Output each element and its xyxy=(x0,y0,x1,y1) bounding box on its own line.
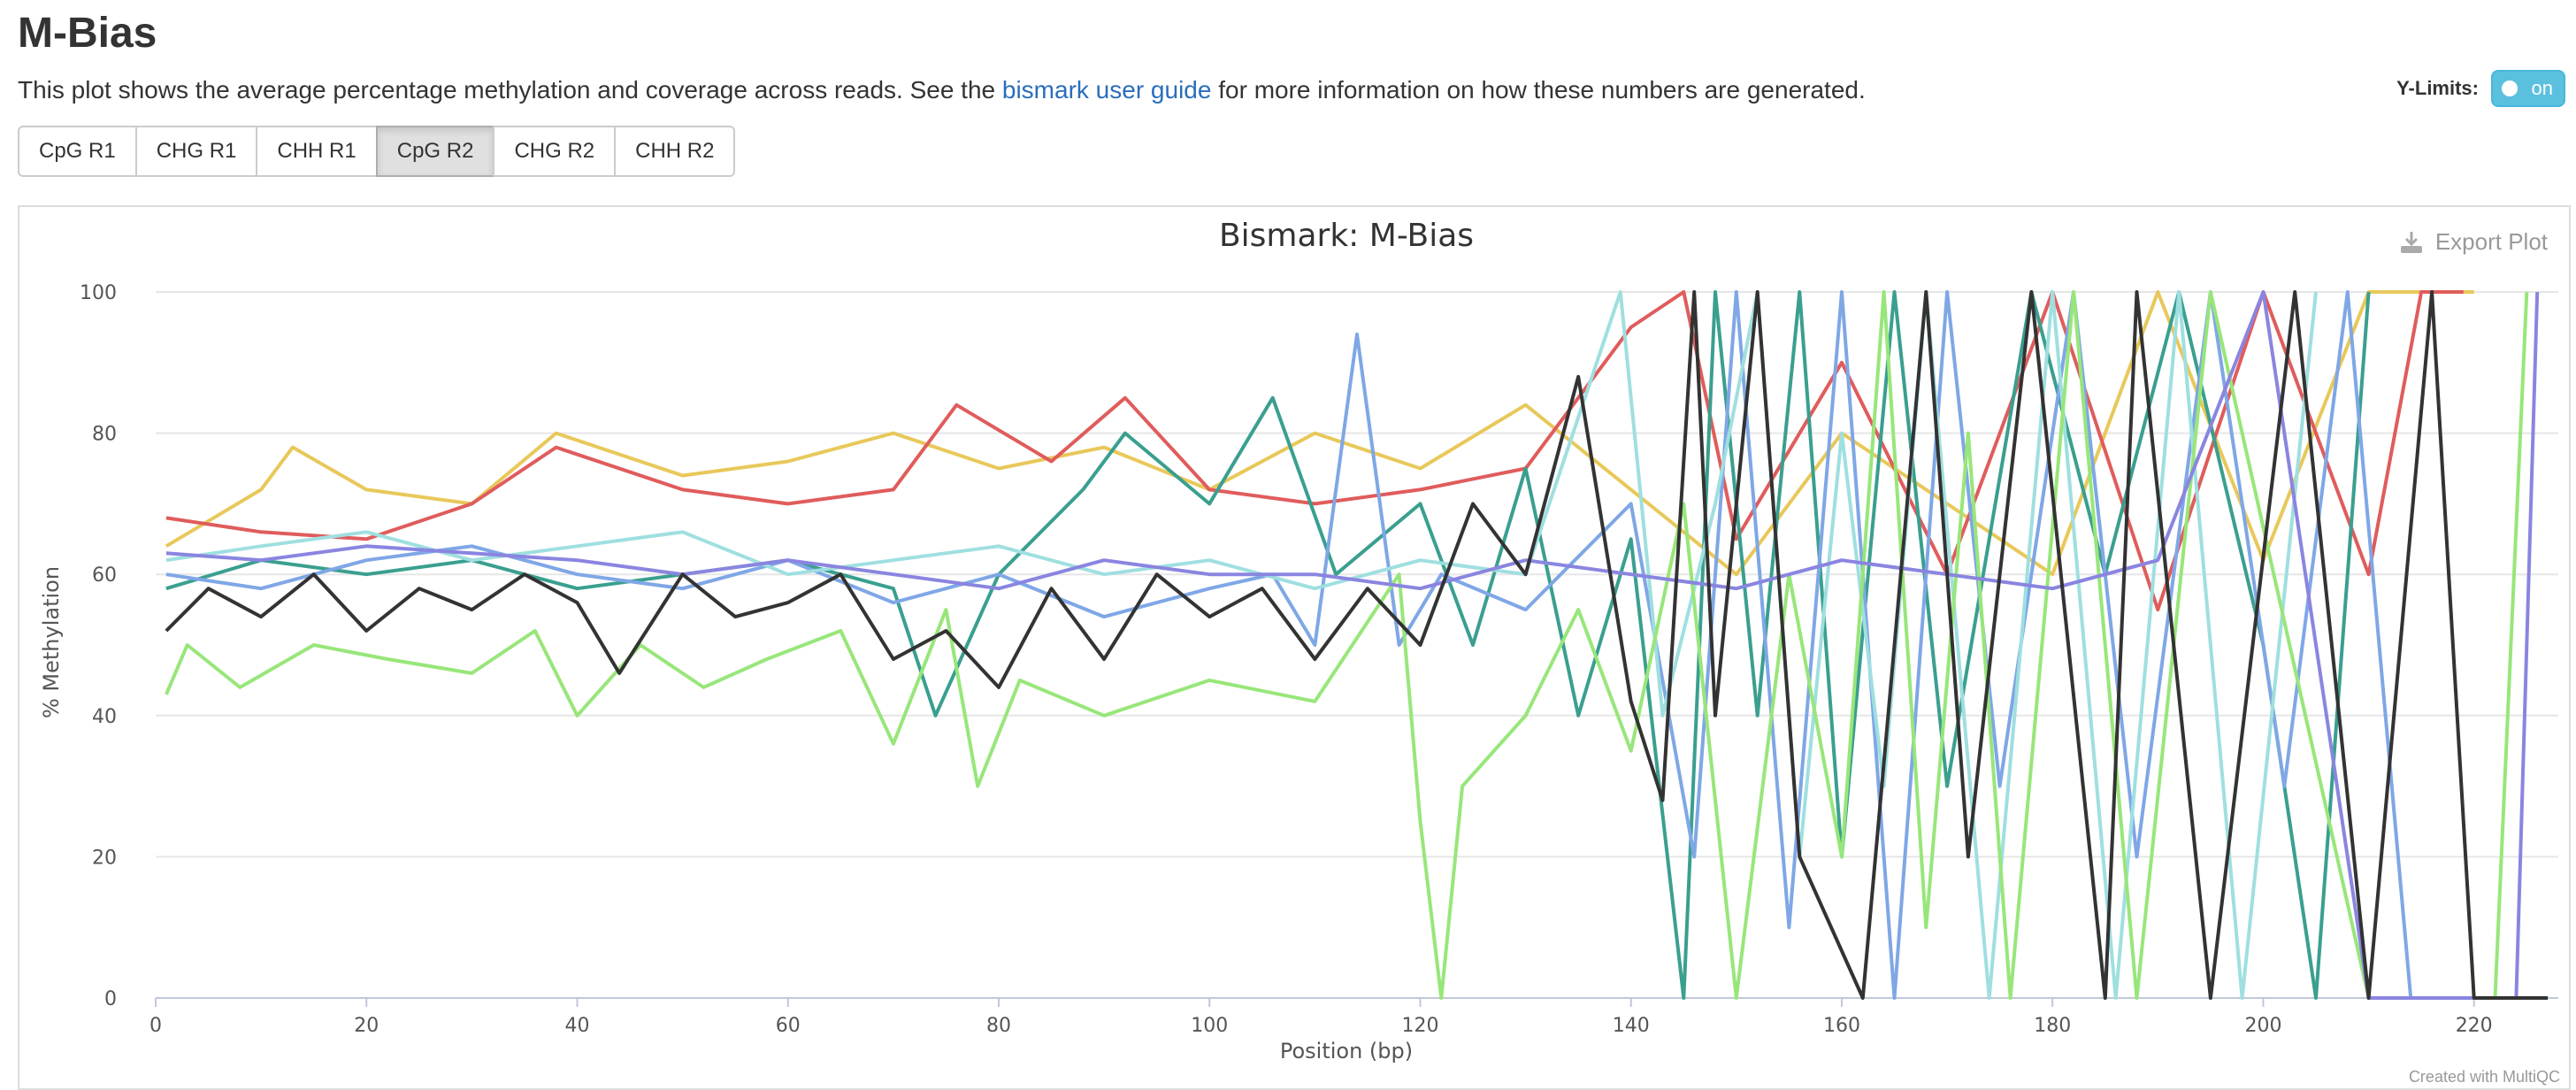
x-tick-label: 220 xyxy=(2456,1015,2493,1037)
x-axis-label: Position (bp) xyxy=(1280,1039,1413,1063)
x-tick-label: 100 xyxy=(1191,1015,1228,1037)
x-tick-label: 60 xyxy=(776,1015,801,1037)
mbias-chart: Bismark: M-Bias 0 20 40 60 80 100 0 20 40 60 80 100… xyxy=(39,218,2558,1063)
tab-chg-r1[interactable]: CHG R1 xyxy=(134,126,258,177)
series-line[interactable] xyxy=(165,290,2540,1000)
tab-chh-r2[interactable]: CHH R2 xyxy=(614,126,736,177)
x-tick-label: 120 xyxy=(1401,1015,1438,1037)
description-text-after: for more information on how these number… xyxy=(1211,76,1866,104)
tab-cpg-r1[interactable]: CpG R1 xyxy=(18,126,137,177)
toggle-state-text: on xyxy=(2531,77,2553,99)
x-tick-label: 20 xyxy=(354,1015,379,1037)
x-tick-label: 40 xyxy=(564,1015,589,1037)
x-tick-label: 140 xyxy=(1613,1015,1650,1037)
x-tick-label: 200 xyxy=(2244,1015,2281,1037)
context-tab-group: CpG R1 CHG R1 CHH R1 CpG R2 CHG R2 CHH R… xyxy=(18,126,736,177)
tab-chg-r2[interactable]: CHG R2 xyxy=(493,126,617,177)
x-tick-label: 80 xyxy=(986,1015,1011,1037)
bismark-user-guide-link[interactable]: bismark user guide xyxy=(1001,76,1212,104)
ylimits-label: Y-Limits: xyxy=(2396,77,2479,99)
page-title: M-Bias xyxy=(18,10,157,57)
y-tick-label: 60 xyxy=(92,564,117,587)
description-text-before: This plot shows the average percentage m… xyxy=(18,76,1002,104)
x-tick-label: 180 xyxy=(2034,1015,2071,1037)
plot-description: This plot shows the average percentage m… xyxy=(18,73,1866,108)
series-lines xyxy=(165,290,2549,1000)
series-line[interactable] xyxy=(165,290,2549,1000)
y-axis-label: % Methylation xyxy=(39,566,64,718)
toggle-knob xyxy=(2502,81,2518,96)
series-line[interactable] xyxy=(165,290,2413,1000)
series-line[interactable] xyxy=(165,290,2529,1000)
chart-title: Bismark: M-Bias xyxy=(1219,218,1474,254)
export-plot-label: Export Plot xyxy=(2434,228,2548,255)
y-tick-label: 80 xyxy=(92,424,117,446)
y-tick-label: 40 xyxy=(92,706,117,728)
x-tick-label: 0 xyxy=(150,1015,162,1037)
series-line[interactable] xyxy=(165,290,2474,577)
ylimits-toggle[interactable]: on xyxy=(2491,70,2565,107)
plot-container: Bismark: M-Bias 0 20 40 60 80 100 0 20 40 60 80 100… xyxy=(18,205,2571,1090)
tab-cpg-r2[interactable]: CpG R2 xyxy=(375,126,495,177)
series-line[interactable] xyxy=(165,290,2464,612)
series-line[interactable] xyxy=(165,290,2371,1000)
ylimits-control: Y-Limits: on xyxy=(2396,69,2565,108)
y-tick-label: 20 xyxy=(92,847,117,869)
multiqc-credit: Created with MultiQC xyxy=(2408,1068,2560,1086)
series-line[interactable] xyxy=(165,290,2318,1000)
download-icon xyxy=(2400,231,2422,253)
y-tick-label: 100 xyxy=(80,282,117,304)
x-tick-label: 160 xyxy=(1823,1015,1860,1037)
tab-chh-r1[interactable]: CHH R1 xyxy=(256,126,378,177)
export-plot-button[interactable]: Export Plot xyxy=(2398,228,2548,256)
y-tick-label: 0 xyxy=(104,988,117,1010)
axes: 0 20 40 60 80 100 0 20 40 60 80 100 120 140 160 180 200 2… xyxy=(80,282,2493,1037)
